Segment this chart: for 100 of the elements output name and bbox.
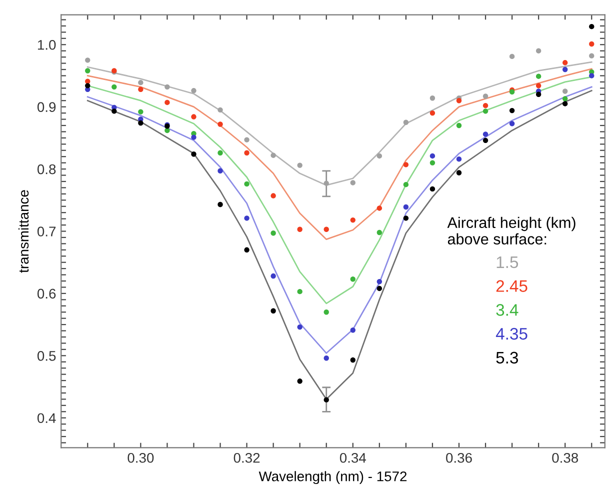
- point: [536, 74, 542, 79]
- y-tick-label: 0.4: [37, 413, 56, 424]
- point: [244, 247, 250, 252]
- point: [403, 216, 409, 221]
- point: [350, 357, 356, 363]
- point: [191, 114, 196, 120]
- point: [244, 137, 250, 142]
- point: [164, 128, 170, 134]
- point: [403, 182, 409, 188]
- point: [562, 88, 568, 94]
- x-tick-label: 0.38: [552, 452, 578, 463]
- point: [218, 202, 223, 208]
- y-axis-title: transmittance: [18, 190, 29, 273]
- point: [164, 84, 170, 90]
- point: [324, 180, 329, 186]
- y-tick-label: 0.6: [37, 288, 56, 299]
- point: [376, 286, 382, 292]
- point: [164, 100, 170, 106]
- point: [112, 108, 117, 114]
- point: [376, 279, 382, 284]
- point: [270, 273, 276, 279]
- point: [324, 356, 329, 361]
- point: [85, 83, 90, 88]
- point: [456, 170, 462, 176]
- x-axis-title: Wavelength (nm) - 1572: [258, 471, 407, 484]
- point: [403, 120, 409, 125]
- point: [562, 101, 568, 106]
- point: [482, 108, 488, 114]
- point: [536, 92, 542, 97]
- point: [562, 60, 568, 66]
- point: [324, 397, 329, 402]
- point: [376, 230, 382, 236]
- text: 5.3: [496, 352, 518, 364]
- point: [112, 84, 117, 90]
- point: [85, 68, 90, 74]
- point: [350, 217, 356, 223]
- point: [589, 73, 594, 78]
- text: 3.4: [496, 304, 518, 316]
- point: [562, 96, 568, 102]
- point: [191, 134, 196, 140]
- point: [456, 122, 462, 128]
- y-tick-label: 0.8: [37, 164, 56, 174]
- point: [297, 324, 302, 330]
- point: [589, 53, 594, 58]
- point: [562, 66, 568, 72]
- point: [218, 122, 223, 127]
- point: [218, 107, 223, 113]
- point: [270, 308, 276, 314]
- point: [350, 276, 356, 282]
- point: [403, 162, 409, 168]
- point: [191, 88, 196, 94]
- point: [138, 86, 144, 92]
- text: 4.35: [496, 328, 528, 340]
- y-tick-label: 0.9: [37, 102, 56, 112]
- point: [85, 58, 90, 63]
- y-tick-label: 0.5: [37, 350, 56, 361]
- x-tick-label: 0.30: [128, 452, 154, 463]
- point: [138, 80, 144, 86]
- line-series: [86, 61, 592, 186]
- point: [589, 41, 594, 47]
- point: [482, 102, 488, 108]
- point: [350, 328, 356, 333]
- point: [403, 204, 409, 210]
- x-tick-label: 0.36: [446, 452, 472, 463]
- point: [244, 181, 250, 187]
- point: [536, 83, 542, 88]
- point: [218, 168, 223, 174]
- point: [138, 109, 144, 114]
- point: [589, 24, 594, 30]
- point: [509, 54, 515, 60]
- text: 2.45: [496, 280, 528, 292]
- y-tick-label: 0.7: [37, 226, 56, 236]
- point: [297, 226, 302, 232]
- x-tick-label: 0.32: [234, 452, 260, 463]
- y-tick-label: 1.0: [38, 40, 56, 50]
- point: [482, 138, 488, 144]
- point: [456, 98, 462, 104]
- point: [482, 132, 488, 137]
- x-tick-label: 0.34: [340, 452, 366, 463]
- point: [297, 288, 302, 294]
- point: [297, 378, 302, 384]
- point: [509, 121, 515, 126]
- point: [536, 48, 542, 54]
- point: [376, 206, 382, 211]
- point: [430, 96, 436, 101]
- point: [430, 110, 436, 116]
- point: [218, 150, 223, 156]
- text: 1.5: [496, 256, 518, 268]
- legend-title: Aircraft height (km) above surface:: [447, 216, 576, 245]
- point: [270, 230, 276, 236]
- point: [270, 152, 276, 158]
- point: [350, 180, 356, 186]
- point: [509, 108, 515, 114]
- point: [430, 186, 436, 192]
- point: [244, 150, 250, 156]
- point: [138, 120, 144, 126]
- point: [324, 226, 329, 232]
- point: [324, 310, 329, 315]
- point: [482, 94, 488, 99]
- point: [430, 153, 436, 159]
